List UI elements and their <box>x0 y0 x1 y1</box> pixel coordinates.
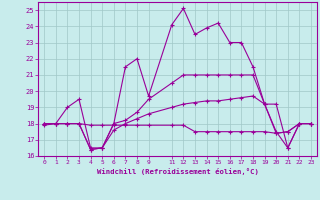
X-axis label: Windchill (Refroidissement éolien,°C): Windchill (Refroidissement éolien,°C) <box>97 168 259 175</box>
